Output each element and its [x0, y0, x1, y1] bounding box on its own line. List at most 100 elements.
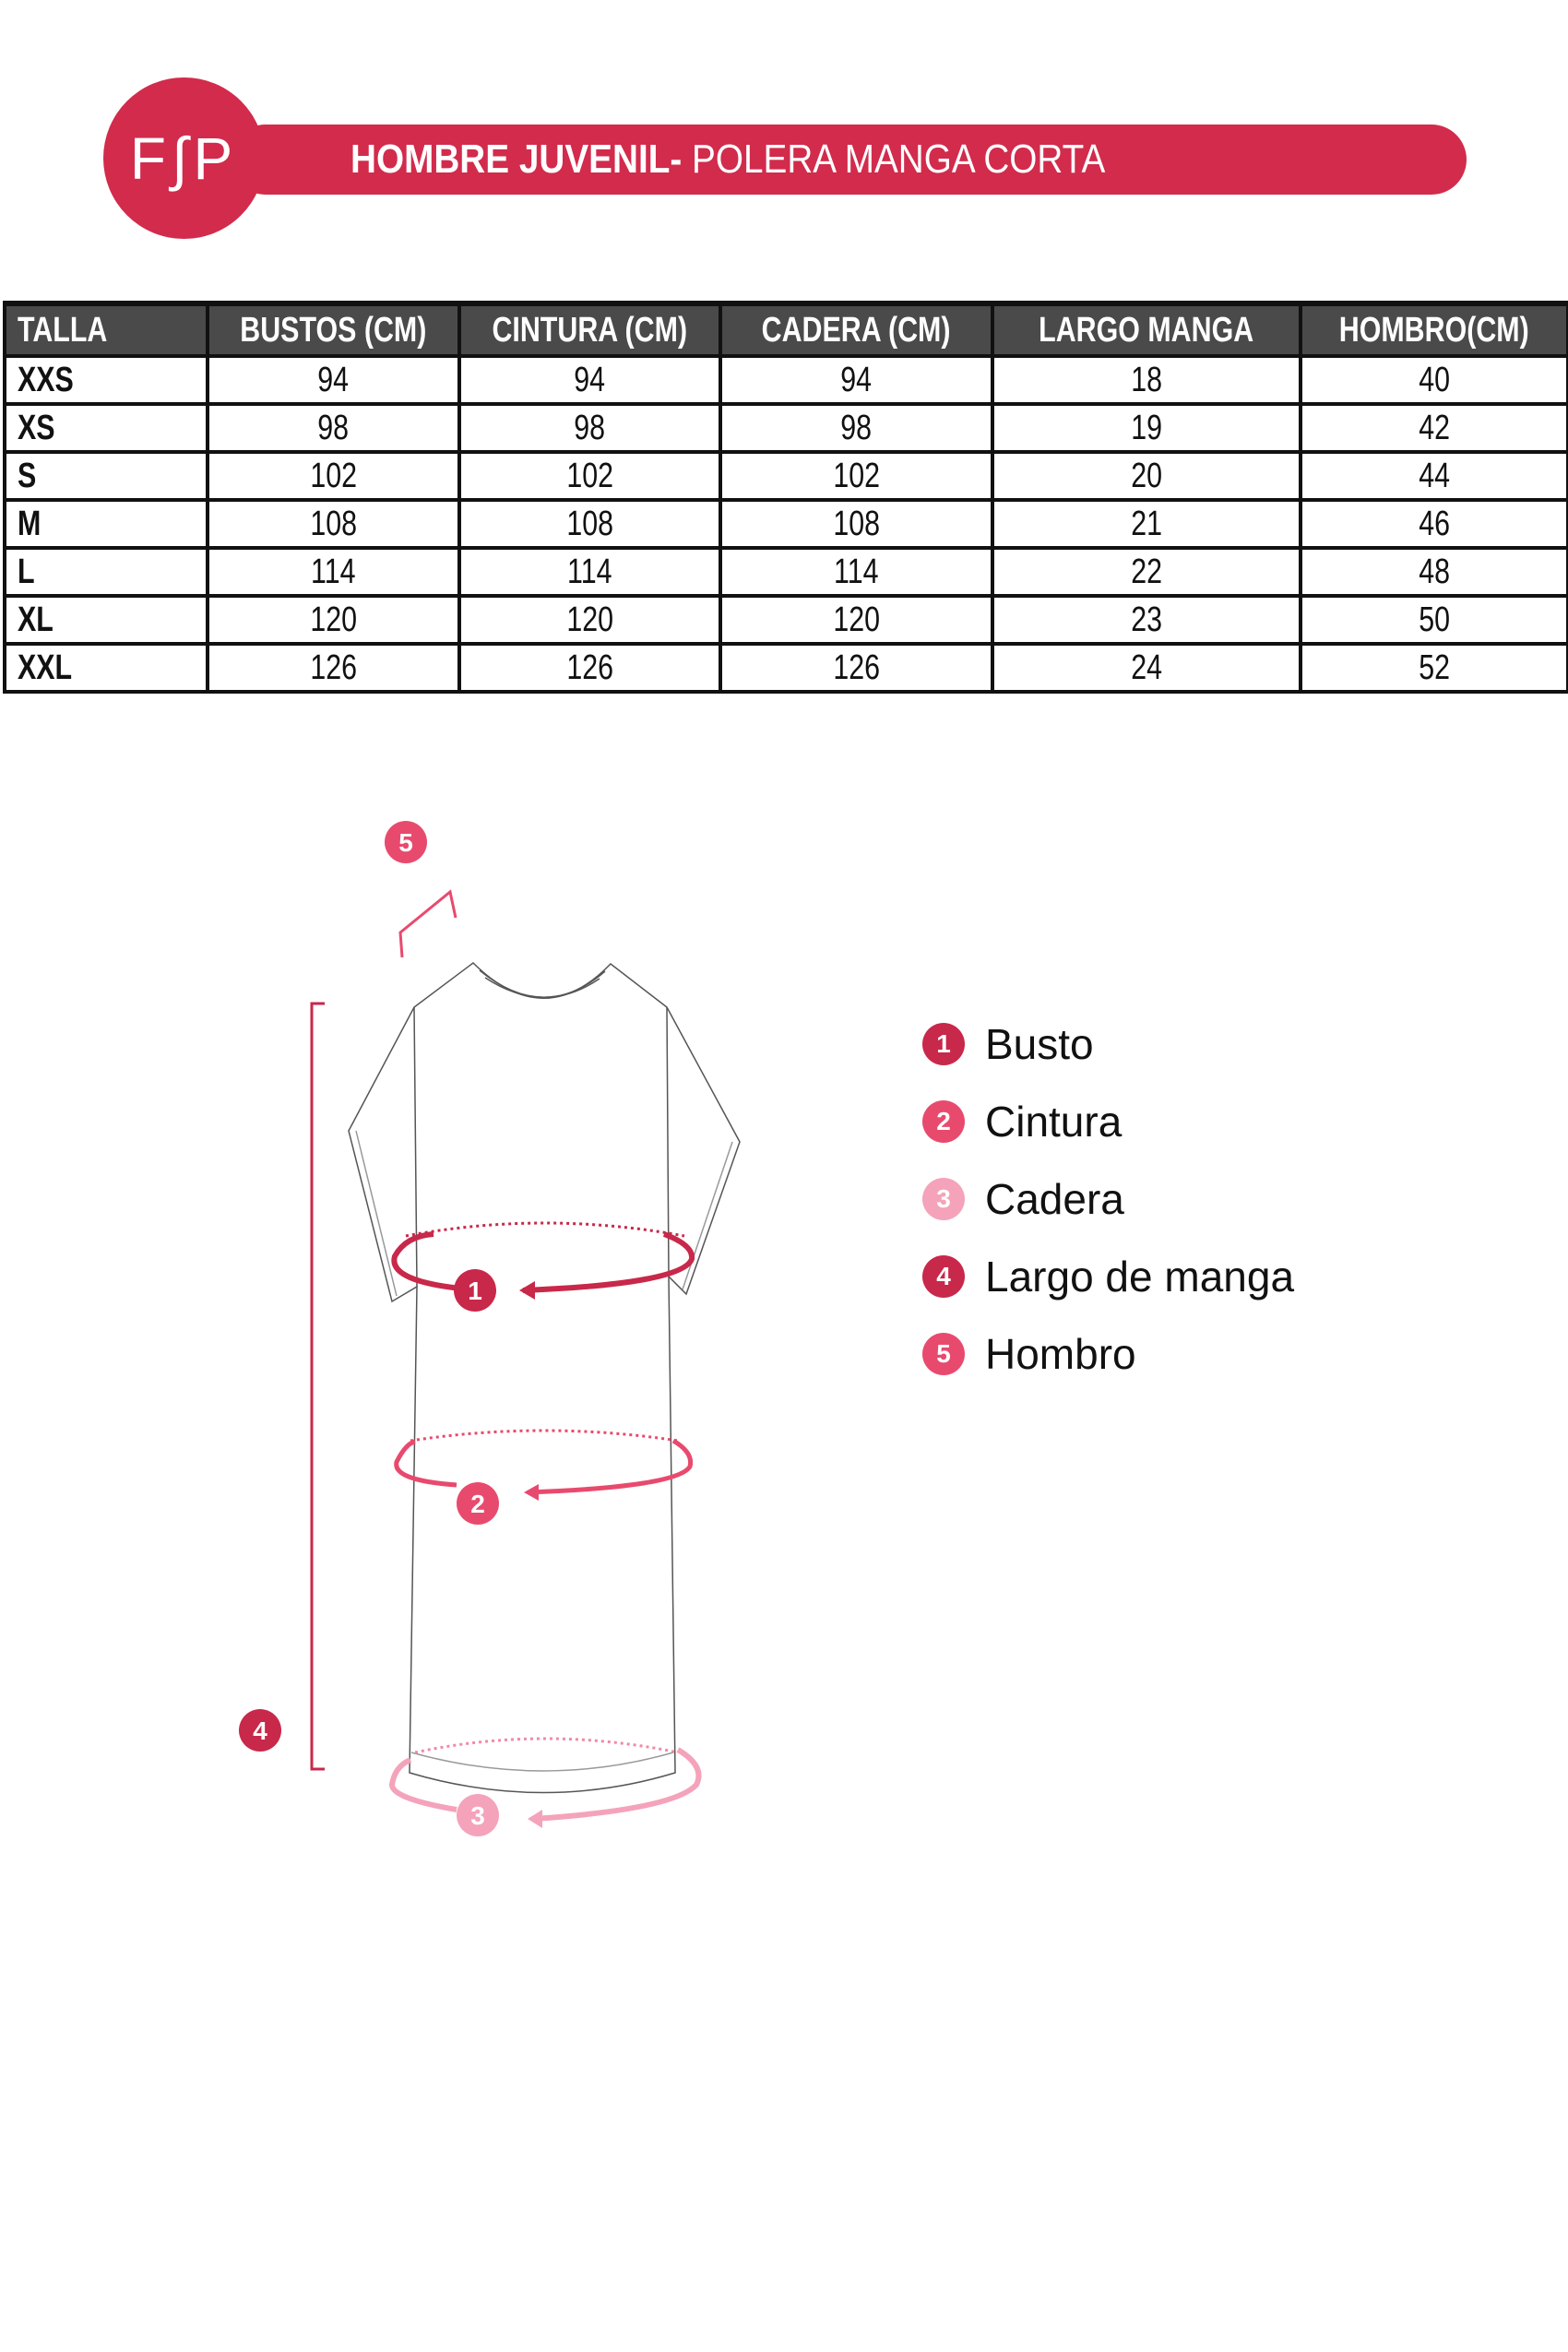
brand-logo: F∫P [103, 77, 265, 239]
measurement-cell: 108 [719, 498, 994, 550]
bust-ring: 1 [391, 1221, 695, 1312]
length-bracket: 4 [239, 1002, 325, 1771]
column-header: CINTURA (CM) [457, 301, 722, 358]
measurement-cell: 102 [206, 450, 461, 502]
legend-item: 2 Cintura [922, 1083, 1294, 1160]
column-header-label: TALLA [18, 311, 108, 350]
cell-value: 98 [317, 409, 350, 447]
cell-value: 108 [566, 505, 613, 543]
size-cell: XXS [3, 354, 209, 406]
table-row: M 108 108 108 21 46 [3, 498, 1568, 550]
column-header-label: CINTURA (CM) [492, 311, 688, 350]
size-cell: L [3, 546, 209, 598]
cell-value: 42 [1419, 409, 1450, 447]
measurement-cell: 126 [719, 642, 994, 694]
table-row: L 114 114 114 22 48 [3, 546, 1568, 598]
cell-value: M [18, 505, 42, 543]
measurement-cell: 108 [457, 498, 722, 550]
measurement-cell: 114 [457, 546, 722, 598]
measurement-cell: 114 [719, 546, 994, 598]
cell-value: 50 [1419, 600, 1450, 639]
size-cell: S [3, 450, 209, 502]
cell-value: XL [18, 600, 53, 639]
cell-value: S [18, 457, 37, 495]
cell-value: 114 [834, 552, 879, 591]
measurement-cell: 44 [1299, 450, 1568, 502]
column-header-label: HOMBRO(CM) [1338, 311, 1529, 350]
cell-value: 126 [566, 648, 613, 687]
legend-item: 4 Largo de manga [922, 1238, 1294, 1315]
measurement-cell: 98 [457, 402, 722, 454]
logo-text: F∫P [129, 125, 239, 192]
measurement-cell: 120 [206, 594, 461, 646]
measurement-cell: 20 [991, 450, 1302, 502]
column-header: TALLA [3, 301, 209, 358]
header-banner: F∫P HOMBRE JUVENIL- POLERA MANGA CORTA [0, 0, 1568, 277]
cell-value: 22 [1131, 552, 1162, 591]
number-badge-icon: 4 [922, 1255, 965, 1298]
measurement-cell: 52 [1299, 642, 1568, 694]
cell-value: 98 [840, 409, 873, 447]
column-header: HOMBRO(CM) [1299, 301, 1568, 358]
legend-item: 3 Cadera [922, 1160, 1294, 1238]
badge-1-number: 1 [468, 1277, 482, 1305]
measurement-legend: 1 Busto 2 Cintura 3 Cadera 4 Largo de manga 5 Hom… [922, 1005, 1294, 1393]
cell-value: 102 [833, 457, 880, 495]
tshirt-diagram: 1 2 3 4 5 [239, 821, 741, 1836]
cell-value: 94 [574, 361, 606, 399]
cell-value: 40 [1419, 361, 1450, 399]
measurement-cell: 48 [1299, 546, 1568, 598]
size-cell: XXL [3, 642, 209, 694]
number-badge-icon: 5 [922, 1333, 965, 1375]
measurement-cell: 50 [1299, 594, 1568, 646]
measurement-cell: 40 [1299, 354, 1568, 406]
tshirt-outline [348, 962, 741, 1794]
table-row: S 102 102 102 20 44 [3, 450, 1568, 502]
legend-label: Cintura [985, 1098, 1123, 1146]
column-header: LARGO MANGA [991, 301, 1302, 358]
column-header: BUSTOS (CM) [206, 301, 461, 358]
column-header-label: BUSTOS (CM) [240, 311, 427, 350]
title-bar [231, 125, 1467, 195]
measurement-cell: 102 [719, 450, 994, 502]
size-cell: M [3, 498, 209, 550]
table-row: XS 98 98 98 19 42 [3, 402, 1568, 454]
measurement-cell: 98 [719, 402, 994, 454]
measurement-cell: 21 [991, 498, 1302, 550]
title-regular: POLERA MANGA CORTA [682, 137, 1106, 182]
cell-value: 21 [1131, 505, 1162, 543]
measurement-cell: 42 [1299, 402, 1568, 454]
number-badge-icon: 2 [922, 1100, 965, 1143]
cell-value: XXS [18, 361, 74, 399]
measurement-cell: 120 [719, 594, 994, 646]
badge-5-number: 5 [398, 828, 413, 857]
cell-value: 126 [833, 648, 880, 687]
table-row: XXS 94 94 94 18 40 [3, 354, 1568, 406]
cell-value: 120 [833, 600, 880, 639]
measurement-cell: 18 [991, 354, 1302, 406]
cell-value: 126 [310, 648, 357, 687]
cell-value: 114 [567, 552, 612, 591]
title-bold: HOMBRE JUVENIL- [350, 137, 683, 182]
measurement-cell: 94 [457, 354, 722, 406]
cell-value: 94 [840, 361, 873, 399]
cell-value: XXL [18, 648, 73, 687]
number-badge-icon: 1 [922, 1023, 965, 1065]
legend-label: Hombro [985, 1330, 1136, 1378]
measurement-cell: 22 [991, 546, 1302, 598]
page-title: HOMBRE JUVENIL- POLERA MANGA CORTA [350, 135, 1105, 184]
cell-value: 102 [566, 457, 613, 495]
cell-value: 19 [1131, 409, 1162, 447]
table-row: XL 120 120 120 23 50 [3, 594, 1568, 646]
cell-value: 48 [1419, 552, 1450, 591]
measurement-cell: 126 [206, 642, 461, 694]
size-table: TALLA BUSTOS (CM) CINTURA (CM) CADERA (CM) L… [3, 301, 1568, 694]
measurement-cell: 114 [206, 546, 461, 598]
shoulder-bracket: 5 [385, 821, 457, 958]
cell-value: 23 [1131, 600, 1162, 639]
measurement-cell: 98 [206, 402, 461, 454]
cell-value: 120 [310, 600, 357, 639]
column-header: CADERA (CM) [719, 301, 994, 358]
cell-value: 98 [574, 409, 606, 447]
legend-item: 1 Busto [922, 1005, 1294, 1083]
